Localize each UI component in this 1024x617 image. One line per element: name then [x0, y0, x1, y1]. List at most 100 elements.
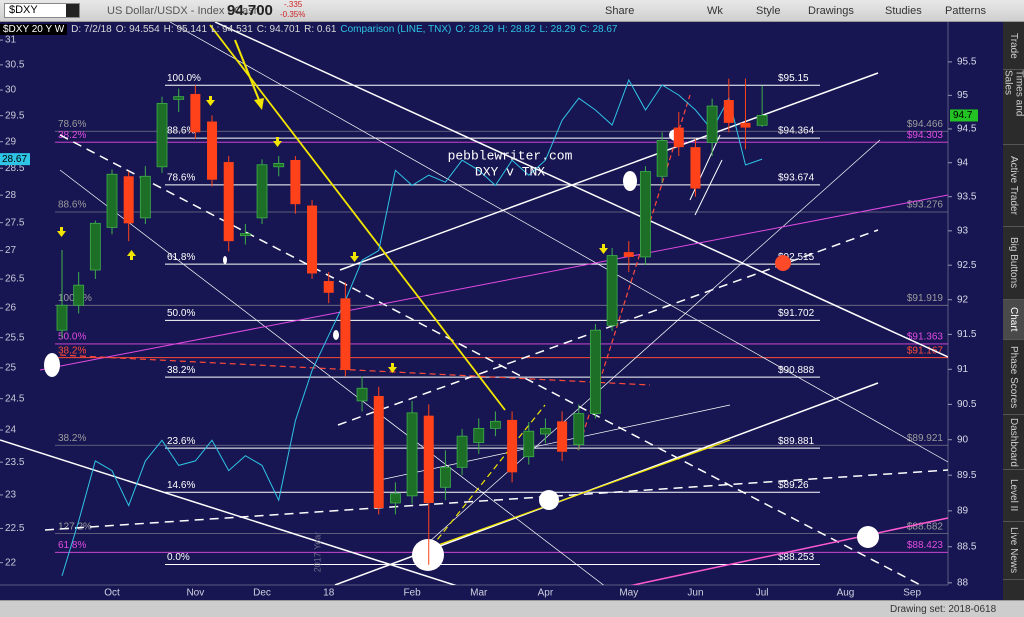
- style-button[interactable]: Style: [756, 5, 781, 17]
- status-bar: Drawing set: 2018-0618: [0, 600, 1024, 617]
- fib-label: $89.921: [907, 433, 944, 444]
- period-button[interactable]: Wk: [707, 5, 723, 17]
- y2-tick-label: 27.5: [5, 217, 25, 228]
- sidebar-tab[interactable]: Live News: [1003, 522, 1024, 580]
- y-tick-label: 89: [957, 505, 969, 516]
- y2-tick-label: 29.5: [5, 110, 25, 121]
- marker-arrow: [127, 250, 136, 260]
- sidebar-tab[interactable]: Times and Sales: [1003, 70, 1024, 145]
- fib-label: $94.303: [907, 130, 944, 141]
- sidebar-tab[interactable]: Active Trader: [1003, 145, 1024, 227]
- fib-label: $91.167: [907, 345, 944, 356]
- watermark: pebblewriter.com: [448, 148, 573, 163]
- share-button[interactable]: Share: [605, 5, 635, 17]
- candle-body: [406, 412, 418, 497]
- y2-tick-label: 28.5: [5, 163, 25, 174]
- candle-body: [139, 175, 151, 219]
- fib-ratio: 78.6%: [167, 172, 195, 183]
- y2-tick-label: 30.5: [5, 59, 25, 70]
- arrow-head: [254, 98, 264, 110]
- candle-body: [673, 127, 684, 148]
- sidebar-tab[interactable]: Phase Scores: [1003, 340, 1024, 415]
- studies-button[interactable]: Studies: [885, 5, 922, 17]
- x-tick-label: Nov: [186, 588, 204, 599]
- candle-body: [356, 387, 368, 402]
- candle-body: [173, 96, 185, 100]
- candle-body: [507, 419, 518, 473]
- candle-body: [606, 255, 618, 326]
- patterns-button[interactable]: Patterns: [945, 5, 986, 17]
- fib-label: $93.674: [778, 172, 815, 183]
- candle-body: [473, 427, 485, 443]
- y-tick-label: 94: [957, 157, 969, 168]
- description: US Dollar/USDX - Index - Cash: [107, 5, 260, 17]
- marker-circle: [539, 490, 559, 510]
- trendline: [209, 24, 506, 411]
- fib-ratio: 38.2%: [58, 345, 86, 356]
- toolbar: $DXY US Dollar/USDX - Index - Cash 94.70…: [0, 0, 1024, 22]
- sidebar-tab[interactable]: Big Buttons: [1003, 227, 1024, 300]
- marker-arrow: [206, 96, 215, 106]
- trendline: [169, 22, 948, 463]
- x-tick-label: Jun: [687, 588, 703, 599]
- candle-body: [440, 466, 451, 488]
- sidebar-tab[interactable]: Dashboard: [1003, 415, 1024, 470]
- comparison-line: [61, 78, 763, 577]
- header-close: C: 94.701: [256, 24, 301, 35]
- marker-circle: [775, 255, 791, 271]
- candle-body: [573, 413, 585, 446]
- y-tick-label: 88.5: [957, 541, 977, 552]
- candle-body: [89, 222, 101, 271]
- fib-ratio: 38.2%: [167, 365, 195, 376]
- marker-arrow: [350, 252, 359, 262]
- drawing-set: Drawing set: 2018-0618: [890, 604, 997, 615]
- y-tick-label: 93: [957, 225, 969, 236]
- x-tick-label: Aug: [837, 588, 855, 599]
- candle-body: [557, 421, 568, 452]
- arrow: [234, 39, 260, 101]
- x-tick-label: Jul: [756, 588, 769, 599]
- marker-circle: [857, 526, 879, 548]
- marker-arrow: [599, 244, 608, 254]
- trendline: [0, 439, 457, 585]
- sidebar-tab[interactable]: Chart: [1003, 300, 1024, 340]
- candle-body: [540, 427, 551, 435]
- candle-body: [307, 205, 318, 274]
- trendline: [44, 469, 948, 531]
- y2-tick-label: 28: [5, 190, 17, 201]
- trendline: [379, 404, 731, 481]
- y2-tick-label: 25: [5, 363, 17, 374]
- fib-ratio: 50.0%: [167, 308, 195, 319]
- symbol: $DXY: [9, 4, 38, 16]
- y2-tick-label: 31: [5, 35, 17, 46]
- marker-circle: [44, 353, 60, 377]
- symbol-input[interactable]: [4, 3, 80, 18]
- trendline: [419, 139, 881, 551]
- marker-circle: [412, 539, 444, 571]
- sidebar-tab[interactable]: Level II: [1003, 470, 1024, 522]
- x-tick-label: Mar: [470, 588, 488, 599]
- y2-tick-label: 22.5: [5, 523, 25, 534]
- candle-body: [106, 173, 118, 228]
- x-tick-label: Sep: [903, 588, 921, 599]
- fib-label: $89.881: [778, 436, 815, 447]
- x-tick-label: Feb: [403, 588, 421, 599]
- candle-body: [56, 304, 68, 331]
- fib-ratio: 127.2%: [58, 521, 92, 532]
- chart-header: $DXY 20 Y W D: 7/2/18 O: 94.554 H: 95.141 L:…: [0, 24, 622, 38]
- y2-tick-label: 26: [5, 303, 17, 314]
- fib-ratio: 38.2%: [58, 433, 86, 444]
- symbol-dropdown[interactable]: [66, 4, 79, 17]
- marker-circle: [223, 256, 227, 264]
- y-tick-label: 91.5: [957, 329, 977, 340]
- sidebar-tab[interactable]: Trade: [1003, 22, 1024, 70]
- fib-label: $88.682: [907, 521, 944, 532]
- y-tick-label: 90.5: [957, 399, 977, 410]
- trendline: [59, 354, 651, 386]
- fib-label: $90.888: [778, 365, 815, 376]
- candle-body: [389, 493, 401, 504]
- drawings-button[interactable]: Drawings: [808, 5, 854, 17]
- x-tick-label: Oct: [104, 588, 120, 599]
